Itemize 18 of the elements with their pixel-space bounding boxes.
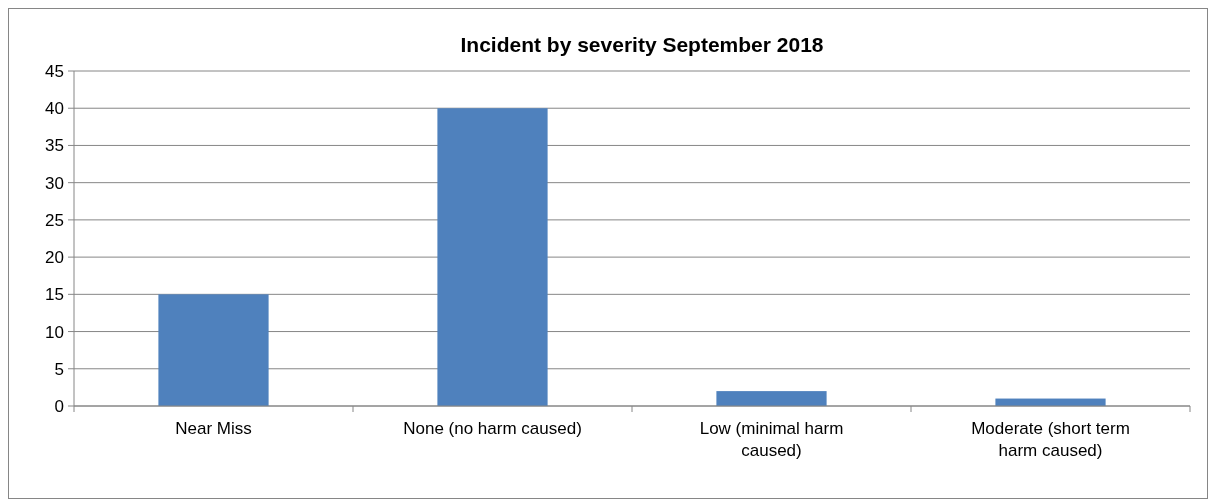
x-tick-label: None (no harm caused) [403,419,582,438]
y-tick-label: 15 [45,285,64,305]
y-tick-label: 45 [45,61,64,81]
y-tick-label: 35 [45,136,64,156]
y-tick-label: 0 [54,396,64,416]
x-tick-label: Moderate (short term harm caused) [971,419,1130,460]
bar [158,294,269,406]
bar [716,391,827,406]
bar [437,108,548,406]
y-tick-label: 30 [45,173,64,193]
x-tick-label: Near Miss [175,419,252,438]
y-tick-label: 10 [45,322,64,342]
y-tick-label: 25 [45,210,64,230]
chart-title: Incident by severity September 2018 [460,33,824,56]
y-tick-label: 5 [54,359,64,379]
y-tick-label: 40 [45,99,64,119]
x-tick-label: Low (minimal harm caused) [699,419,844,460]
y-tick-label: 20 [45,248,64,268]
